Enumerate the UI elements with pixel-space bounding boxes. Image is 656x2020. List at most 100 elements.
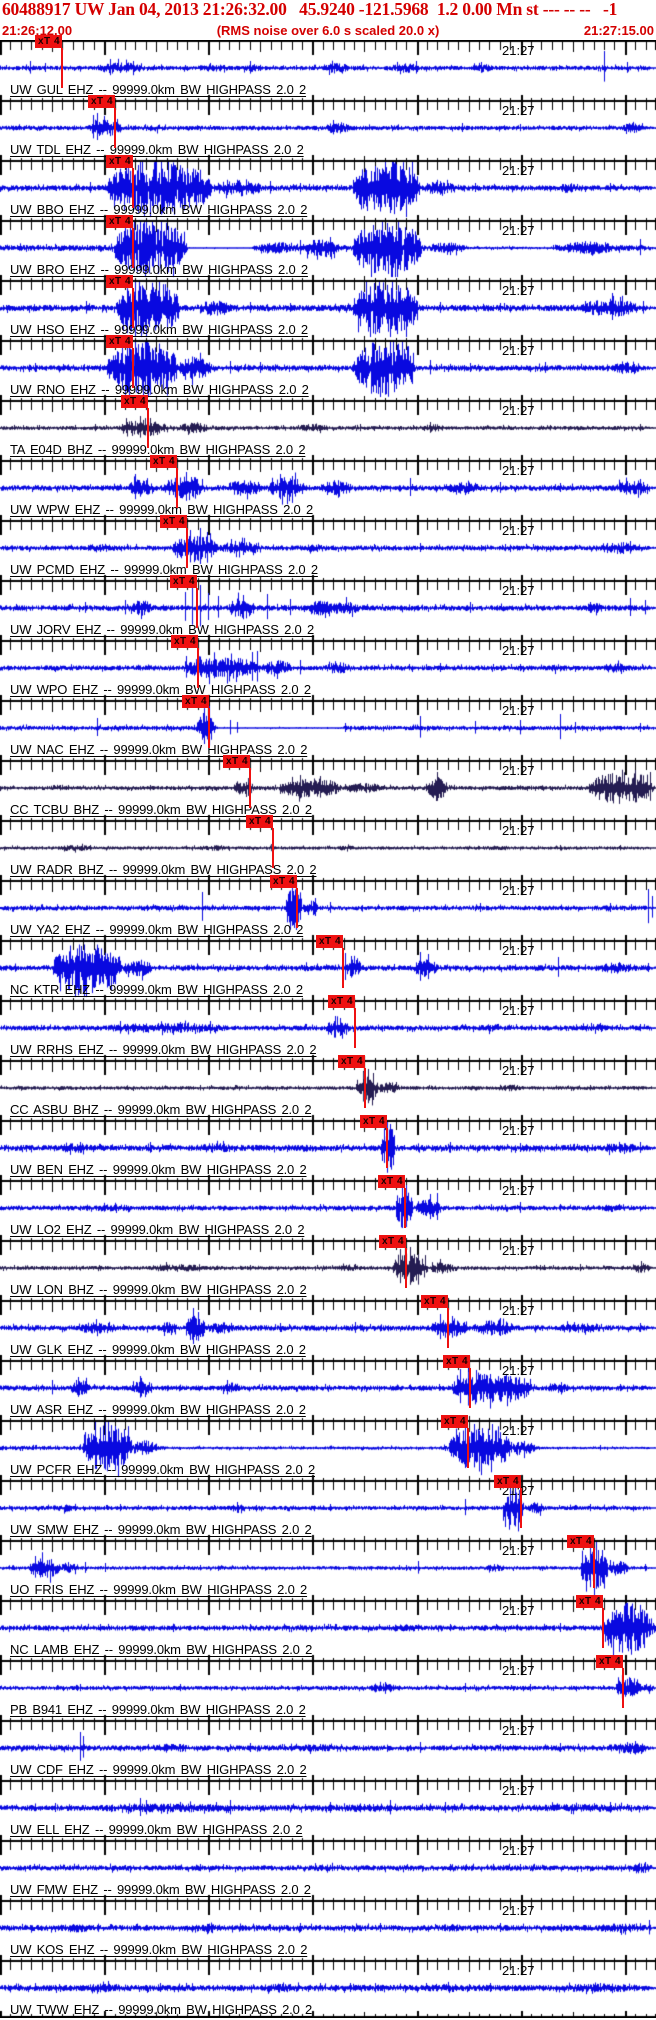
pick-flag[interactable]: xT 4 [421, 1295, 448, 1308]
pick-flag[interactable]: xT 4 [338, 1055, 365, 1068]
pick-line[interactable] [622, 1668, 624, 1708]
pick-flag[interactable]: xT 4 [170, 575, 197, 588]
trace-row[interactable]: 21:27 PB B941 EHZ -- 99999.0km BW HIGHPA… [0, 1655, 656, 1720]
station-label: UW BEN EHZ -- 99999.0km BW HIGHPASS 2.0 … [10, 1162, 307, 1177]
pick-line[interactable] [132, 228, 134, 268]
station-label: CC ASBU BHZ -- 99999.0km BW HIGHPASS 2.0… [10, 1102, 312, 1117]
pick-flag[interactable]: xT 4 [596, 1655, 623, 1668]
pick-line[interactable] [342, 948, 344, 988]
trace-row[interactable]: 21:27 UW ELL EHZ -- 99999.0km BW HIGHPAS… [0, 1780, 656, 1840]
pick-flag[interactable]: xT 4 [379, 1235, 406, 1248]
pick-line[interactable] [196, 588, 198, 628]
trace-row[interactable]: 21:27 UW RNO EHZ -- 99999.0km BW HIGHPAS… [0, 335, 656, 400]
pick-line[interactable] [147, 408, 149, 448]
trace-row[interactable]: 21:27 NC LAMB EHZ -- 99999.0km BW HIGHPA… [0, 1595, 656, 1660]
pick-line[interactable] [208, 708, 210, 748]
pick-line[interactable] [467, 1428, 469, 1468]
pick-flag[interactable]: xT 4 [441, 1415, 468, 1428]
pick-line[interactable] [447, 1308, 449, 1348]
pick-line[interactable] [132, 168, 134, 208]
pick-line[interactable] [593, 1548, 595, 1588]
pick-flag[interactable]: xT 4 [360, 1115, 387, 1128]
pick-line[interactable] [469, 1368, 471, 1408]
trace-row[interactable]: 21:27 UW YA2 EHZ -- 99999.0km BW HIGHPAS… [0, 875, 656, 940]
minute-tick-label: 21:27 [502, 1543, 535, 1558]
pick-flag[interactable]: xT 4 [576, 1595, 603, 1608]
station-label: PB B941 EHZ -- 99999.0km BW HIGHPASS 2.0… [10, 1702, 306, 1717]
trace-row[interactable]: 21:27 UW BBO EHZ -- 99999.0km BW HIGHPAS… [0, 155, 656, 220]
trace-row[interactable]: 21:27 UO FRIS EHZ -- 99999.0km BW HIGHPA… [0, 1535, 656, 1600]
minute-tick-label: 21:27 [502, 763, 535, 778]
pick-flag[interactable]: xT 4 [106, 335, 133, 348]
minute-tick-label: 21:27 [502, 343, 535, 358]
trace-row[interactable]: 21:27 UW RADR BHZ -- 99999.0km BW HIGHPA… [0, 815, 656, 880]
pick-line[interactable] [197, 648, 199, 688]
trace-row[interactable]: 21:27 UW FMW EHZ -- 99999.0km BW HIGHPAS… [0, 1840, 656, 1900]
trace-row[interactable]: 21:27 UW BRO EHZ -- 99999.0km BW HIGHPAS… [0, 215, 656, 280]
pick-line[interactable] [176, 468, 178, 508]
trace-row[interactable]: 21:27 UW KOS EHZ -- 99999.0km BW HIGHPAS… [0, 1900, 656, 1960]
trace-row[interactable]: 21:27 UW PCFR EHZ -- 99999.0km BW HIGHPA… [0, 1415, 656, 1480]
pick-line[interactable] [520, 1488, 522, 1528]
pick-flag[interactable]: xT 4 [182, 695, 209, 708]
pick-flag[interactable]: xT 4 [246, 815, 273, 828]
pick-flag[interactable]: xT 4 [378, 1175, 405, 1188]
seismogram-canvas[interactable] [0, 40, 656, 2018]
pick-line[interactable] [364, 1068, 366, 1108]
pick-line[interactable] [404, 1188, 406, 1228]
pick-flag[interactable]: xT 4 [494, 1475, 521, 1488]
pick-flag[interactable]: xT 4 [270, 875, 297, 888]
trace-row[interactable]: 21:27 UW HSO EHZ -- 99999.0km BW HIGHPAS… [0, 275, 656, 340]
minute-tick-label: 21:27 [502, 1603, 535, 1618]
pick-flag[interactable]: xT 4 [171, 635, 198, 648]
time-window-bar: 21:26:12.00 (RMS noise over 6.0 s scaled… [0, 21, 656, 39]
pick-line[interactable] [61, 48, 63, 88]
pick-flag[interactable]: xT 4 [328, 995, 355, 1008]
trace-row[interactable]: 21:27 UW LO2 EHZ -- 99999.0km BW HIGHPAS… [0, 1175, 656, 1240]
pick-flag[interactable]: xT 4 [106, 215, 133, 228]
pick-flag[interactable]: xT 4 [150, 455, 177, 468]
pick-flag[interactable]: xT 4 [106, 155, 133, 168]
trace-row[interactable]: 21:27 UW PCMD EHZ -- 99999.0km BW HIGHPA… [0, 515, 656, 580]
trace-row[interactable]: 21:27 CC ASBU BHZ -- 99999.0km BW HIGHPA… [0, 1055, 656, 1120]
station-label: UW RADR BHZ -- 99999.0km BW HIGHPASS 2.0… [10, 862, 317, 877]
pick-line[interactable] [132, 288, 134, 328]
trace-row[interactable]: 21:27 UW BEN EHZ -- 99999.0km BW HIGHPAS… [0, 1115, 656, 1180]
pick-flag[interactable]: xT 4 [316, 935, 343, 948]
pick-line[interactable] [132, 348, 134, 388]
trace-row[interactable]: 21:27 UW WPW EHZ -- 99999.0km BW HIGHPAS… [0, 455, 656, 520]
trace-row[interactable]: 21:27 UW SMW EHZ -- 99999.0km BW HIGHPAS… [0, 1475, 656, 1540]
trace-row[interactable]: 21:27 UW NAC EHZ -- 99999.0km BW HIGHPAS… [0, 695, 656, 760]
trace-row[interactable]: 21:27 NC KTR EHZ -- 99999.0km BW HIGHPAS… [0, 935, 656, 1000]
pick-line[interactable] [602, 1608, 604, 1648]
pick-flag[interactable]: xT 4 [223, 755, 250, 768]
trace-row[interactable]: 21:27 UW CDF EHZ -- 99999.0km BW HIGHPAS… [0, 1720, 656, 1780]
trace-row[interactable]: 21:27 UW RRHS EHZ -- 99999.0km BW HIGHPA… [0, 995, 656, 1060]
pick-flag[interactable]: xT 4 [35, 35, 62, 48]
pick-line[interactable] [249, 768, 251, 808]
trace-row[interactable]: 21:27 UW TWW EHZ -- 99999.0km BW HIGHPAS… [0, 1960, 656, 2020]
trace-row[interactable]: 21:27 UW WPO EHZ -- 99999.0km BW HIGHPAS… [0, 635, 656, 700]
trace-row[interactable]: 21:27 TA E04D BHZ -- 99999.0km BW HIGHPA… [0, 395, 656, 460]
station-label: UW KOS EHZ -- 99999.0km BW HIGHPASS 2.0 … [10, 1942, 308, 1957]
pick-line[interactable] [272, 828, 274, 868]
pick-flag[interactable]: xT 4 [121, 395, 148, 408]
trace-row[interactable]: 21:27 UW GLK EHZ -- 99999.0km BW HIGHPAS… [0, 1295, 656, 1360]
pick-line[interactable] [114, 108, 116, 148]
pick-flag[interactable]: xT 4 [567, 1535, 594, 1548]
pick-flag[interactable]: xT 4 [443, 1355, 470, 1368]
trace-row[interactable]: 21:27 UW GUL EHZ -- 99999.0km BW HIGHPAS… [0, 35, 656, 100]
pick-line[interactable] [186, 528, 188, 568]
pick-line[interactable] [354, 1008, 356, 1048]
trace-row[interactable]: 21:27 UW JORV EHZ -- 99999.0km BW HIGHPA… [0, 575, 656, 640]
pick-flag[interactable]: xT 4 [106, 275, 133, 288]
pick-flag[interactable]: xT 4 [88, 95, 115, 108]
trace-row[interactable]: 21:27 CC TCBU BHZ -- 99999.0km BW HIGHPA… [0, 755, 656, 820]
pick-line[interactable] [386, 1128, 388, 1168]
trace-row[interactable]: 21:27 UW ASR EHZ -- 99999.0km BW HIGHPAS… [0, 1355, 656, 1420]
trace-row[interactable]: 21:27 UW TDL EHZ -- 99999.0km BW HIGHPAS… [0, 95, 656, 160]
trace-row[interactable]: 21:27 UW LON BHZ -- 99999.0km BW HIGHPAS… [0, 1235, 656, 1300]
pick-flag[interactable]: xT 4 [160, 515, 187, 528]
pick-line[interactable] [405, 1248, 407, 1288]
pick-line[interactable] [296, 888, 298, 928]
